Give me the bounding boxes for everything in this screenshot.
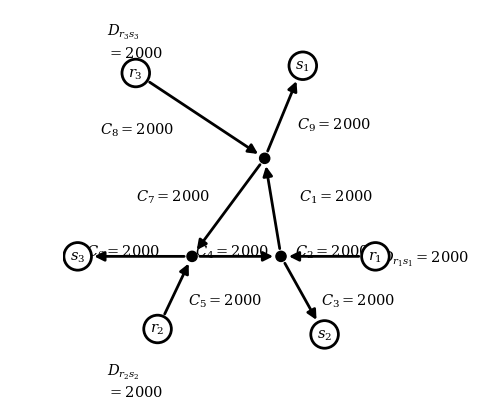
Circle shape <box>289 53 316 80</box>
Text: $r_3$: $r_3$ <box>128 66 143 81</box>
Text: $r_1$: $r_1$ <box>368 249 382 264</box>
Text: $C_{4} = 2000$: $C_{4} = 2000$ <box>195 243 269 261</box>
Text: $D_{r_3s_3}$
$= 2000$: $D_{r_3s_3}$ $= 2000$ <box>106 23 163 61</box>
Text: $r_2$: $r_2$ <box>150 322 165 337</box>
Text: $C_{3} = 2000$: $C_{3} = 2000$ <box>321 292 395 309</box>
Circle shape <box>64 243 92 271</box>
Text: $C_{7} = 2000$: $C_{7} = 2000$ <box>136 188 210 206</box>
Circle shape <box>311 321 338 348</box>
Text: $C_{6} = 2000$: $C_{6} = 2000$ <box>86 243 160 260</box>
Circle shape <box>276 252 286 262</box>
Text: $C_{8} = 2000$: $C_{8} = 2000$ <box>100 121 174 139</box>
Text: $s_2$: $s_2$ <box>317 327 332 342</box>
Text: $D_{r_2s_2}$
$= 2000$: $D_{r_2s_2}$ $= 2000$ <box>106 362 163 399</box>
Text: $C_{5} = 2000$: $C_{5} = 2000$ <box>188 292 262 309</box>
Circle shape <box>362 243 389 271</box>
Text: $C_{2} = 2000$: $C_{2} = 2000$ <box>294 243 369 260</box>
Text: $C_{1} = 2000$: $C_{1} = 2000$ <box>299 188 374 206</box>
Text: $s_3$: $s_3$ <box>70 249 86 264</box>
Text: $s_1$: $s_1$ <box>296 59 310 74</box>
Circle shape <box>260 154 270 164</box>
Text: $D_{r_1s_1}$$= 2000$: $D_{r_1s_1}$$= 2000$ <box>381 249 469 269</box>
Text: $C_{9} = 2000$: $C_{9} = 2000$ <box>298 116 372 133</box>
Circle shape <box>144 316 172 343</box>
Circle shape <box>187 252 197 262</box>
Circle shape <box>122 60 150 87</box>
